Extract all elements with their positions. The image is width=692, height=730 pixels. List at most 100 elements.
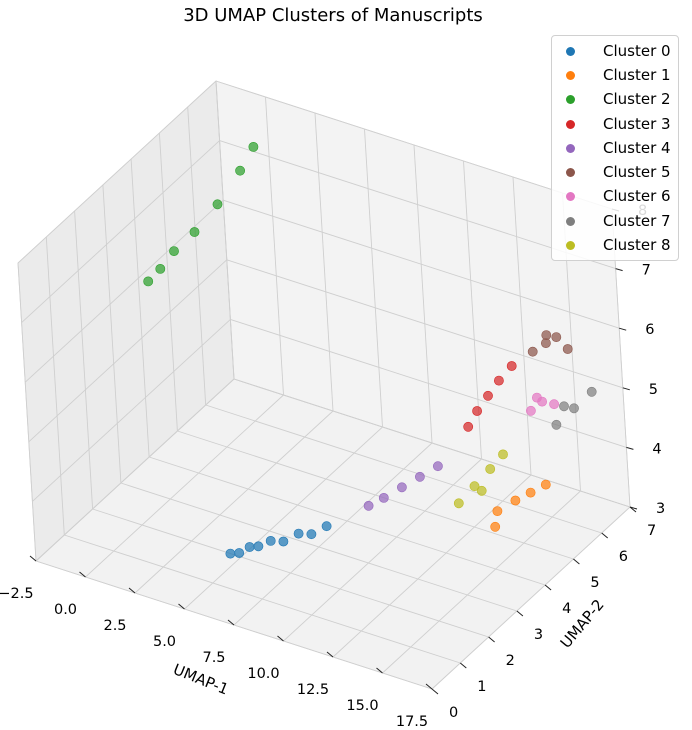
- tick-mark: [277, 635, 284, 642]
- data-points: [143, 141, 597, 559]
- legend-label: Cluster 2: [603, 90, 671, 109]
- data-point-cluster-1: [510, 495, 521, 506]
- y-gridline: [102, 184, 122, 484]
- x-gridline: [233, 442, 433, 626]
- legend-marker: [566, 95, 575, 105]
- y-gridline: [187, 106, 207, 406]
- z-gridline: [28, 259, 228, 443]
- data-point-cluster-6: [532, 392, 542, 403]
- data-point-cluster-6: [526, 405, 536, 416]
- data-point-cluster-1: [540, 479, 551, 490]
- x-gridline: [364, 128, 383, 428]
- z-tick-label: 5: [649, 382, 658, 398]
- x-tick-label: 12.5: [297, 682, 329, 698]
- y-tick-label: 6: [619, 549, 628, 565]
- data-point-cluster-2: [235, 165, 245, 176]
- data-point-cluster-8: [476, 485, 487, 496]
- legend-marker: [566, 241, 575, 251]
- y-tick-label: 1: [477, 679, 486, 695]
- z-tick-label: 4: [652, 441, 661, 457]
- tick-mark: [516, 610, 524, 617]
- grid-lines: [17, 80, 631, 690]
- data-point-cluster-1: [525, 487, 536, 498]
- tick-marks: [29, 208, 638, 695]
- legend-marker: [566, 216, 575, 226]
- data-point-cluster-0: [306, 529, 317, 540]
- data-point-cluster-0: [321, 521, 332, 532]
- y-gridline: [148, 456, 546, 586]
- tick-mark: [615, 268, 623, 272]
- legend-item: Cluster 2: [552, 88, 678, 112]
- data-point-cluster-3: [483, 390, 493, 401]
- tick-mark: [178, 603, 185, 610]
- legend-item: Cluster 7: [552, 209, 678, 233]
- z-gridline: [35, 378, 235, 562]
- x-gridline: [413, 144, 433, 444]
- data-point-cluster-0: [225, 548, 236, 559]
- legend-marker: [566, 192, 575, 202]
- y-tick-label: 0: [449, 705, 458, 721]
- z-gridline: [226, 259, 623, 389]
- y-gridline: [45, 236, 65, 536]
- legend-marker: [566, 168, 575, 178]
- data-point-cluster-5: [527, 346, 538, 357]
- tick-mark: [425, 683, 433, 690]
- y-gridline: [17, 262, 37, 562]
- legend-marker: [566, 46, 575, 56]
- data-point-cluster-4: [414, 471, 425, 482]
- data-point-cluster-2: [189, 227, 200, 237]
- x-gridline: [265, 96, 284, 396]
- x-gridline: [283, 458, 482, 642]
- data-point-cluster-5: [551, 332, 562, 342]
- x-gridline: [431, 506, 631, 690]
- data-point-cluster-3: [472, 406, 482, 416]
- axes-panes: [17, 80, 631, 690]
- data-point-cluster-0: [253, 541, 264, 552]
- y-tick-label: 4: [562, 601, 571, 617]
- x-tick-labels: −2.5 0.0 2.5 5.0 7.5 10.0 12.5 15.0 17.5: [0, 586, 428, 730]
- tick-mark: [629, 506, 637, 513]
- legend-label: Cluster 8: [603, 236, 671, 255]
- y-gridline: [92, 508, 489, 638]
- z-gridline: [21, 140, 220, 323]
- data-point-cluster-3: [493, 375, 504, 386]
- data-point-cluster-2: [169, 246, 179, 256]
- data-point-cluster-0: [278, 536, 289, 547]
- x-tick-label: 0.0: [54, 602, 77, 618]
- data-point-cluster-1: [490, 521, 501, 532]
- data-point-cluster-1: [492, 506, 503, 516]
- x-tick-label: 17.5: [396, 714, 428, 730]
- data-point-cluster-8: [469, 481, 480, 492]
- tick-mark: [29, 555, 37, 562]
- data-point-cluster-0: [234, 548, 245, 558]
- y-gridline: [64, 534, 461, 664]
- tick-mark: [79, 571, 86, 578]
- y-tick-label: 7: [647, 523, 656, 539]
- z-gridline: [17, 80, 217, 264]
- data-point-cluster-7: [569, 403, 579, 414]
- x-tick-label: −2.5: [0, 586, 34, 602]
- data-point-cluster-7: [551, 419, 562, 430]
- data-point-cluster-0: [265, 536, 276, 546]
- legend-item: Cluster 6: [552, 185, 678, 209]
- data-point-cluster-0: [293, 528, 304, 539]
- data-point-cluster-4: [432, 461, 443, 472]
- y-gridline: [158, 132, 178, 432]
- data-point-cluster-8: [485, 464, 496, 474]
- z-gridline: [223, 199, 620, 329]
- tick-mark: [326, 651, 334, 658]
- data-point-cluster-8: [453, 498, 464, 509]
- legend-item: Cluster 8: [552, 233, 678, 257]
- x-gridline: [314, 112, 334, 412]
- legend-label: Cluster 0: [603, 41, 671, 60]
- legend-marker: [566, 143, 575, 153]
- x-gridline: [382, 490, 581, 674]
- data-point-cluster-6: [549, 399, 559, 410]
- y-tick-label: 5: [590, 575, 599, 591]
- legend-label: Cluster 1: [603, 65, 671, 84]
- data-point-cluster-5: [562, 344, 573, 354]
- z-tick-label: 3: [656, 501, 665, 517]
- x-tick-label: 7.5: [202, 650, 225, 666]
- data-point-cluster-2: [248, 141, 259, 152]
- tick-mark: [573, 558, 580, 565]
